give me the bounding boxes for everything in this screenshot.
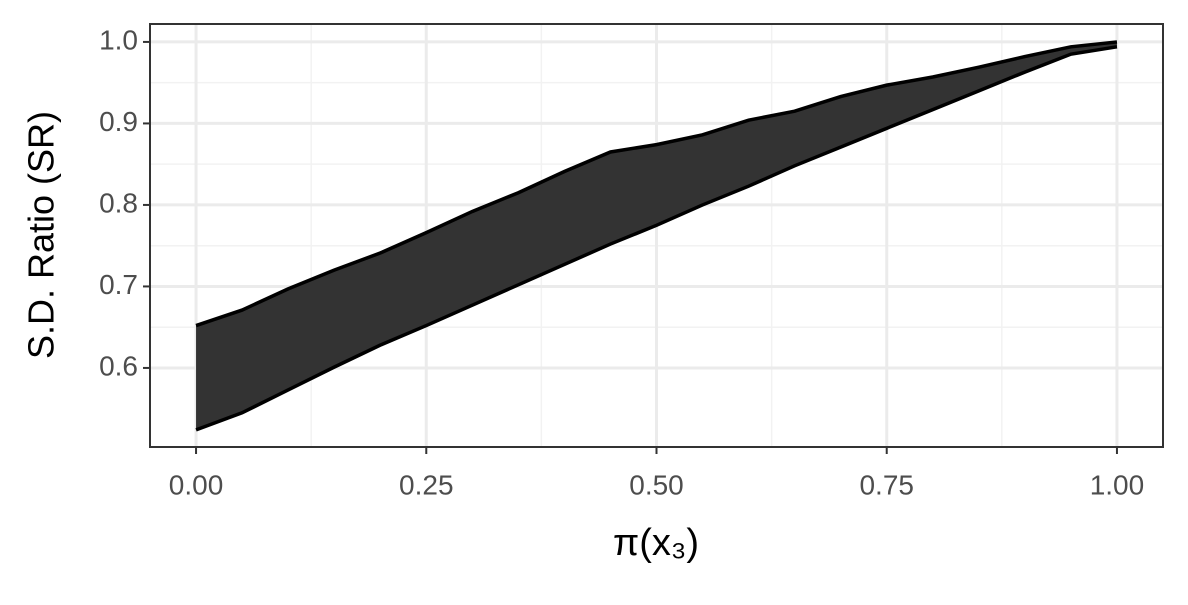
x-tick-label: 0.75 xyxy=(859,469,914,500)
y-tick-label: 0.8 xyxy=(99,187,138,218)
x-tick-label: 0.50 xyxy=(629,469,684,500)
x-tick-label: 1.00 xyxy=(1090,469,1145,500)
upper-line xyxy=(195,40,1118,328)
y-tick-label: 0.6 xyxy=(99,350,138,381)
lower-line xyxy=(195,45,1118,432)
y-tick-label: 0.7 xyxy=(99,269,138,300)
plot-border xyxy=(149,23,1164,448)
y-tick-label: 0.9 xyxy=(99,106,138,137)
x-tick-label: 0.25 xyxy=(399,469,454,500)
y-tick-label: 1.0 xyxy=(99,24,138,55)
x-axis-title: π(x₃) xyxy=(613,522,699,564)
x-tick-label: 0.00 xyxy=(169,469,224,500)
y-axis-title: S.D. Ratio (SR) xyxy=(21,111,62,359)
